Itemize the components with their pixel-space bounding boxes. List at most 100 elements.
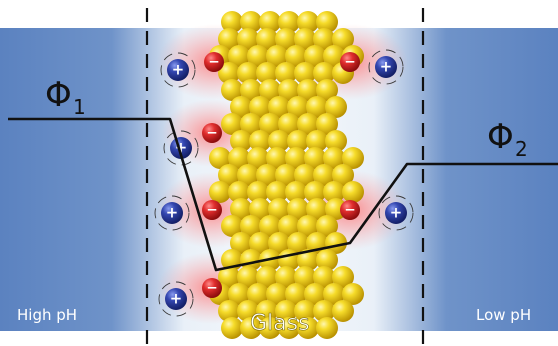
glass-sphere xyxy=(342,147,364,169)
svg-text:+: + xyxy=(170,290,182,308)
glass-sphere xyxy=(221,79,243,101)
glass-sphere xyxy=(275,62,297,84)
glass-sphere xyxy=(316,79,338,101)
glass-sphere xyxy=(297,11,319,33)
svg-text:−: − xyxy=(344,202,355,218)
svg-text:−: − xyxy=(344,54,355,70)
glass-sphere xyxy=(218,266,240,288)
glass-sphere xyxy=(228,181,250,203)
glass-sphere xyxy=(268,232,290,254)
glass-sphere xyxy=(297,249,319,271)
svg-text:+: + xyxy=(390,204,402,222)
glass-sphere xyxy=(304,45,326,67)
glass-sphere xyxy=(240,215,262,237)
negative-ion: − xyxy=(340,52,360,72)
glass-sphere xyxy=(294,164,316,186)
svg-text:+: + xyxy=(166,204,178,222)
glass-sphere xyxy=(237,28,259,50)
glass-sphere xyxy=(294,62,316,84)
glass-sphere xyxy=(306,96,328,118)
glass-sphere xyxy=(304,147,326,169)
glass-sphere xyxy=(249,96,271,118)
glass-sphere xyxy=(287,198,309,220)
glass-sphere xyxy=(332,300,354,322)
glass-sphere xyxy=(249,130,271,152)
glass-sphere xyxy=(237,62,259,84)
glass-sphere xyxy=(313,266,335,288)
glass-sphere xyxy=(266,45,288,67)
glass-sphere xyxy=(218,62,240,84)
positive-ion: + xyxy=(368,49,404,85)
glass-sphere xyxy=(237,266,259,288)
glass-sphere xyxy=(285,283,307,305)
glass-sphere xyxy=(268,96,290,118)
glass-sphere xyxy=(228,45,250,67)
glass-sphere xyxy=(256,266,278,288)
glass-sphere xyxy=(287,130,309,152)
glass-sphere xyxy=(285,45,307,67)
glass-sphere xyxy=(313,300,335,322)
glass-sphere xyxy=(237,164,259,186)
glass-sphere xyxy=(240,11,262,33)
glass-sphere xyxy=(316,113,338,135)
negative-ion: − xyxy=(202,200,222,220)
glass-sphere xyxy=(323,283,345,305)
glass-sphere xyxy=(230,130,252,152)
glass-sphere xyxy=(209,181,231,203)
svg-text:+: + xyxy=(172,61,184,79)
glass-sphere xyxy=(313,164,335,186)
glass-sphere xyxy=(297,113,319,135)
glass-sphere xyxy=(256,164,278,186)
glass-sphere xyxy=(209,147,231,169)
glass-sphere xyxy=(230,198,252,220)
glass-sphere xyxy=(259,215,281,237)
glass-sphere xyxy=(256,62,278,84)
glass-sphere xyxy=(287,96,309,118)
glass-sphere xyxy=(259,317,281,339)
glass-sphere xyxy=(306,198,328,220)
glass-sphere xyxy=(275,300,297,322)
glass-sphere xyxy=(278,11,300,33)
glass-sphere xyxy=(240,113,262,135)
glass-label: Glass xyxy=(250,311,310,336)
glass-sphere xyxy=(332,164,354,186)
glass-sphere xyxy=(316,215,338,237)
glass-sphere xyxy=(316,11,338,33)
glass-sphere xyxy=(247,45,269,67)
left-region-label: High pH xyxy=(17,306,77,324)
glass-sphere xyxy=(297,317,319,339)
glass-sphere xyxy=(297,79,319,101)
glass-sphere xyxy=(256,28,278,50)
glass-sphere xyxy=(275,28,297,50)
glass-sphere xyxy=(218,28,240,50)
glass-sphere xyxy=(228,283,250,305)
glass-sphere xyxy=(221,113,243,135)
negative-ion: − xyxy=(202,278,222,298)
positive-ion: + xyxy=(154,195,190,231)
glass-sphere xyxy=(304,283,326,305)
glass-sphere xyxy=(278,215,300,237)
glass-sphere xyxy=(285,181,307,203)
glass-sphere xyxy=(278,113,300,135)
svg-text:−: − xyxy=(206,280,217,296)
glass-sphere xyxy=(294,28,316,50)
phi-left-symbol: Φ xyxy=(45,75,72,115)
glass-sphere xyxy=(287,232,309,254)
glass-sphere xyxy=(304,181,326,203)
glass-sphere xyxy=(342,283,364,305)
glass-sphere xyxy=(325,96,347,118)
glass-sphere xyxy=(313,62,335,84)
negative-ion: − xyxy=(204,52,224,72)
glass-sphere xyxy=(221,317,243,339)
glass-sphere xyxy=(275,164,297,186)
glass-sphere xyxy=(221,215,243,237)
glass-sphere xyxy=(342,181,364,203)
glass-sphere xyxy=(240,79,262,101)
glass-sphere xyxy=(266,181,288,203)
glass-sphere xyxy=(294,266,316,288)
glass-sphere xyxy=(249,232,271,254)
glass-sphere xyxy=(285,147,307,169)
glass-sphere xyxy=(247,283,269,305)
glass-sphere xyxy=(323,147,345,169)
glass-sphere xyxy=(266,283,288,305)
